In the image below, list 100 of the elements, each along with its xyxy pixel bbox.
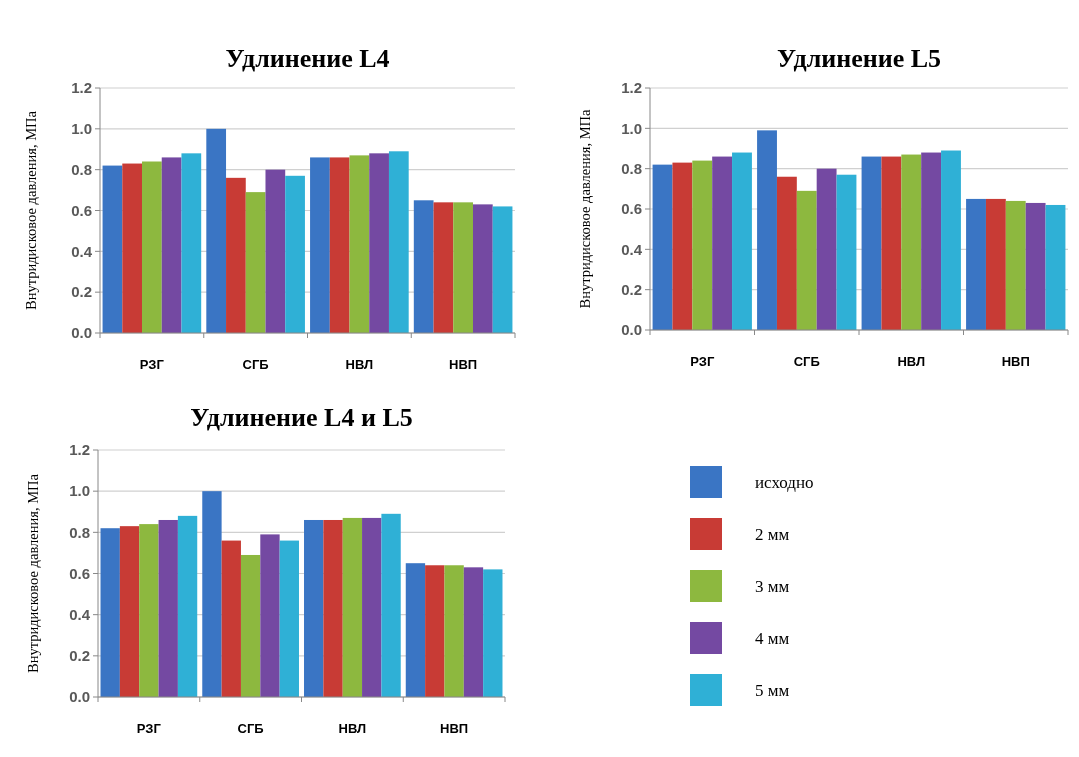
x-tick-label: НВЛ <box>345 357 374 372</box>
y-tick-label: 1.0 <box>69 482 90 500</box>
bar <box>388 151 409 333</box>
chart-title: Удлинение L4 <box>225 44 390 73</box>
bar <box>139 524 159 697</box>
y-tick-label: 0.4 <box>69 605 91 623</box>
y-axis-title: Внутридисковое давления, МПа <box>25 473 41 673</box>
x-tick-label: СГБ <box>242 357 269 372</box>
x-tick-label: СГБ <box>237 721 264 736</box>
bar <box>1025 202 1046 330</box>
y-tick-label: 0.6 <box>71 201 92 219</box>
bar <box>349 155 370 333</box>
legend-label: 5 мм <box>755 680 790 700</box>
bar <box>342 517 363 697</box>
bar <box>757 130 777 330</box>
x-tick-label: НВЛ <box>897 354 926 369</box>
bar <box>413 200 434 333</box>
y-tick-label: 1.2 <box>621 79 642 97</box>
bar <box>206 128 227 333</box>
y-tick-label: 0.2 <box>69 647 90 665</box>
bar <box>732 152 752 330</box>
bar <box>836 174 857 330</box>
bar <box>122 163 143 333</box>
bar <box>483 569 503 697</box>
bar <box>712 156 733 330</box>
bar <box>425 565 445 697</box>
bar <box>304 519 324 697</box>
bar <box>966 198 986 330</box>
bar <box>921 152 942 330</box>
x-tick-label: РЗГ <box>690 354 715 369</box>
bar <box>265 169 286 333</box>
bar <box>433 202 454 333</box>
bar <box>1005 200 1026 330</box>
bar <box>901 154 922 330</box>
bar <box>323 519 343 697</box>
x-tick-label: РЗГ <box>136 721 162 736</box>
y-axis-title: Внутридисковое давления, МПа <box>23 110 39 310</box>
legend-label: 2 мм <box>755 524 790 544</box>
x-tick-label: НВП <box>1001 354 1030 369</box>
y-tick-label: 0.6 <box>621 200 642 218</box>
bar <box>444 565 464 697</box>
x-tick-label: РЗГ <box>139 357 165 372</box>
bar <box>158 519 178 697</box>
y-tick-label: 0.0 <box>71 324 92 342</box>
y-tick-label: 0.0 <box>621 321 642 339</box>
y-tick-label: 0.8 <box>69 523 90 541</box>
y-tick-label: 0.2 <box>621 280 642 298</box>
bar <box>177 515 198 697</box>
bar <box>492 206 513 333</box>
bar <box>381 513 401 697</box>
y-tick-label: 1.0 <box>621 119 642 137</box>
bar <box>142 161 162 333</box>
bar <box>672 162 693 330</box>
bar <box>310 157 330 333</box>
y-tick-label: 0.0 <box>69 688 90 706</box>
bar <box>202 491 222 697</box>
y-tick-label: 0.8 <box>621 159 642 177</box>
y-tick-label: 0.2 <box>71 283 92 301</box>
bar <box>472 204 493 333</box>
bar <box>816 168 837 330</box>
y-tick-label: 0.4 <box>621 240 643 258</box>
x-tick-label: НВП <box>449 357 478 372</box>
bar <box>221 540 241 697</box>
bar <box>796 190 817 330</box>
bar <box>453 202 473 333</box>
chart-title: Удлинение L4 и L5 <box>190 403 413 432</box>
bar <box>260 534 280 697</box>
legend-label: 4 мм <box>755 628 790 648</box>
bar <box>119 526 140 697</box>
bar <box>240 554 261 697</box>
bar <box>652 164 673 330</box>
bar <box>226 177 246 333</box>
chart-title: Удлинение L5 <box>776 44 942 73</box>
y-tick-label: 0.6 <box>69 564 90 582</box>
legend-label: исходно <box>755 472 814 492</box>
y-tick-label: 0.8 <box>71 160 92 178</box>
bar <box>362 517 382 697</box>
bar <box>245 192 266 333</box>
bar <box>861 156 882 330</box>
y-axis-title: Внутридисковое давления, МПа <box>577 108 593 309</box>
bar <box>181 153 202 333</box>
bar <box>329 157 350 333</box>
bar <box>463 567 484 697</box>
y-tick-label: 1.0 <box>71 120 92 138</box>
legend-label: 3 мм <box>755 576 790 596</box>
bar <box>405 563 426 697</box>
bar <box>881 156 902 330</box>
bar <box>369 153 389 333</box>
bar <box>985 198 1006 330</box>
y-tick-label: 0.4 <box>71 242 93 260</box>
bar <box>102 165 123 333</box>
bar <box>100 528 120 697</box>
bar <box>776 176 797 330</box>
x-tick-label: НВЛ <box>338 721 367 736</box>
bar <box>1045 204 1066 330</box>
bar <box>941 150 961 330</box>
x-tick-label: НВП <box>440 721 469 736</box>
y-tick-label: 1.2 <box>69 441 90 459</box>
x-tick-label: СГБ <box>793 354 820 369</box>
bar <box>279 540 299 697</box>
